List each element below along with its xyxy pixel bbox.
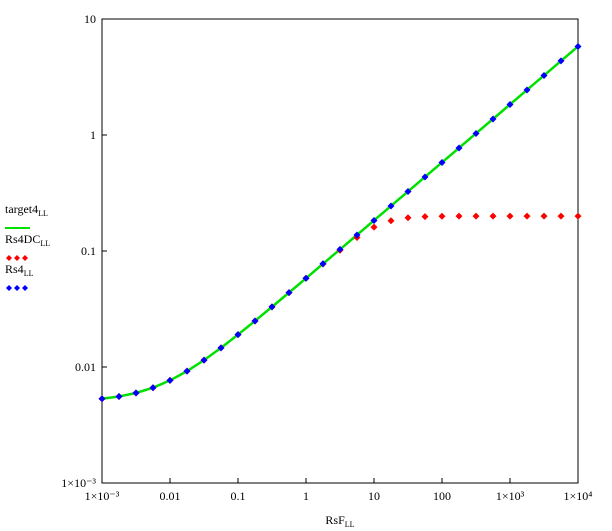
data-point bbox=[506, 212, 514, 220]
data-point bbox=[336, 245, 344, 253]
legend-name: Rs4 bbox=[5, 262, 24, 276]
data-point bbox=[319, 260, 327, 268]
x-tick-label: 10 bbox=[368, 489, 380, 503]
legend-label: Rs4LL bbox=[5, 262, 34, 278]
data-point bbox=[421, 173, 429, 181]
data-point bbox=[370, 223, 378, 231]
data-point bbox=[200, 356, 208, 364]
data-point bbox=[217, 344, 225, 352]
data-point bbox=[438, 158, 446, 166]
x-tick-label: 0.1 bbox=[231, 489, 246, 503]
legend-name: target4 bbox=[5, 202, 38, 216]
legend-swatch bbox=[14, 255, 20, 261]
data-point bbox=[523, 86, 531, 94]
data-point bbox=[285, 289, 293, 297]
data-point bbox=[557, 57, 565, 65]
legend-label: target4LL bbox=[5, 202, 48, 218]
data-point bbox=[455, 212, 463, 220]
series-line bbox=[101, 45, 579, 400]
legend-subscript: LL bbox=[40, 239, 50, 248]
data-point bbox=[489, 115, 497, 123]
data-point bbox=[472, 129, 480, 137]
legend-subscript: LL bbox=[38, 209, 48, 218]
x-tick-label: 1×10³ bbox=[496, 489, 525, 503]
y-tick-label: 0.1 bbox=[81, 244, 96, 258]
legend-subscript: LL bbox=[24, 269, 34, 278]
data-point bbox=[132, 389, 140, 397]
legend-swatch bbox=[22, 255, 28, 261]
data-point bbox=[98, 395, 106, 403]
x-tick-label: 100 bbox=[433, 489, 451, 503]
x-tick-label: 1×10⁴ bbox=[564, 489, 593, 503]
x-tick-label: 1 bbox=[303, 489, 309, 503]
data-point bbox=[166, 376, 174, 384]
data-point bbox=[557, 212, 565, 220]
data-point bbox=[268, 303, 276, 311]
data-point bbox=[404, 214, 412, 222]
data-point bbox=[506, 100, 514, 108]
y-tick-label: 1×10⁻³ bbox=[61, 476, 96, 490]
y-tick-label: 1 bbox=[90, 128, 96, 142]
data-point bbox=[302, 274, 310, 282]
data-point bbox=[489, 212, 497, 220]
legend-name: Rs4DC bbox=[5, 232, 40, 246]
data-point bbox=[115, 392, 123, 400]
data-point bbox=[353, 231, 361, 239]
data-point bbox=[234, 331, 242, 339]
data-point bbox=[421, 213, 429, 221]
y-tick-label: 0.01 bbox=[75, 360, 96, 374]
y-tick-label: 10 bbox=[84, 12, 96, 26]
x-axis-label: RsFLL bbox=[325, 513, 354, 529]
data-point bbox=[455, 144, 463, 152]
data-point bbox=[387, 217, 395, 225]
legend-swatch bbox=[14, 285, 20, 291]
data-point bbox=[540, 212, 548, 220]
data-point bbox=[251, 317, 259, 325]
legend-label: Rs4DCLL bbox=[5, 232, 50, 248]
legend-swatch bbox=[6, 255, 12, 261]
legend-swatch bbox=[6, 285, 12, 291]
data-point bbox=[404, 187, 412, 195]
data-point bbox=[523, 212, 531, 220]
data-point bbox=[387, 202, 395, 210]
data-point bbox=[149, 384, 157, 392]
data-point bbox=[370, 216, 378, 224]
legend-swatch bbox=[22, 285, 28, 291]
data-point bbox=[438, 212, 446, 220]
data-point bbox=[472, 212, 480, 220]
data-point bbox=[574, 42, 582, 50]
x-tick-label: 1×10⁻³ bbox=[85, 489, 120, 503]
data-point bbox=[540, 71, 548, 79]
data-point bbox=[574, 212, 582, 220]
x-tick-label: 0.01 bbox=[160, 489, 181, 503]
data-point bbox=[183, 367, 191, 375]
